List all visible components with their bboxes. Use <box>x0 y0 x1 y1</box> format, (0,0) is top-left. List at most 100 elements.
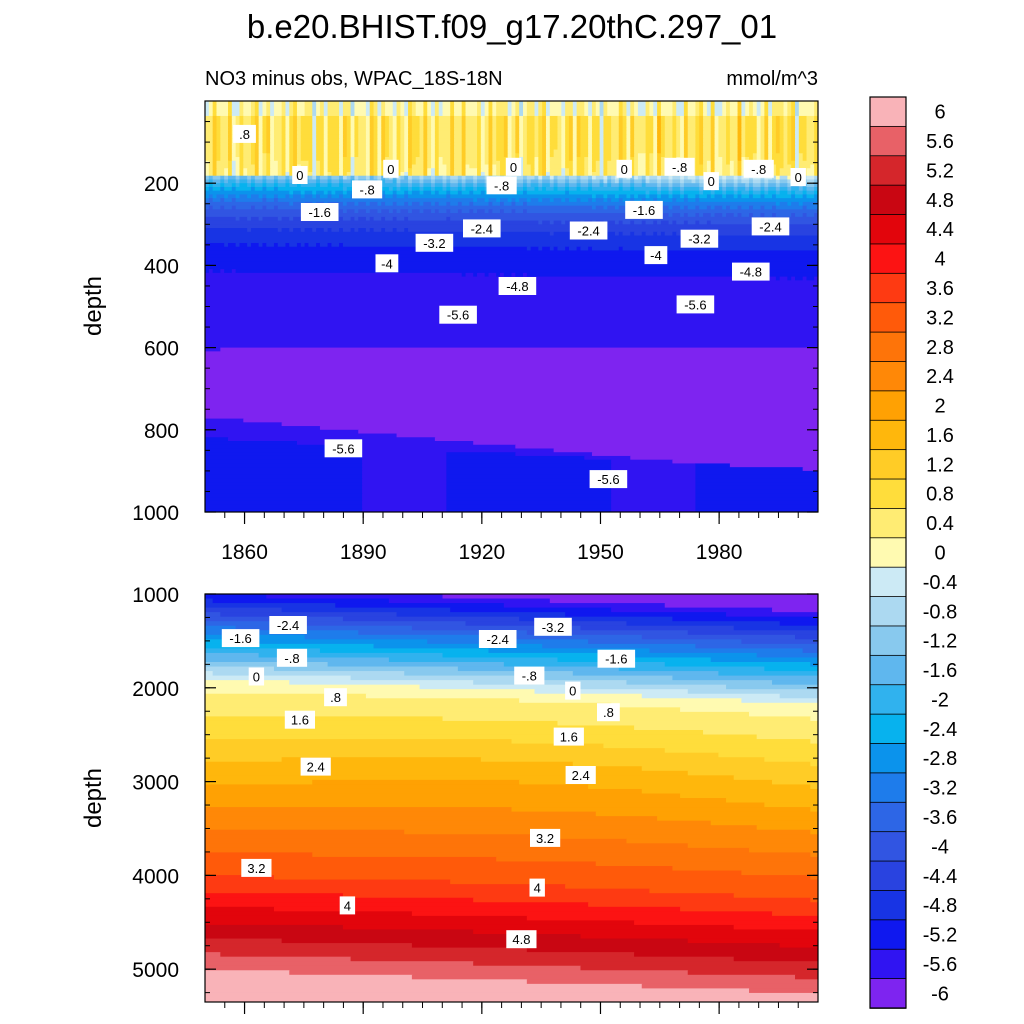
contour-fill-cell <box>396 216 405 222</box>
contour-fill-cell <box>622 134 628 139</box>
contour-fill-cell <box>484 142 490 147</box>
contour-fill-cell <box>205 716 444 722</box>
contour-fill-cell <box>243 119 252 125</box>
contour-fill-cell <box>273 127 283 132</box>
contour-fill-cell <box>534 175 539 181</box>
contour-fill-cell <box>358 127 367 132</box>
contour-fill-cell <box>247 179 252 184</box>
contour-fill-cell <box>446 201 451 207</box>
contour-fill-cell <box>400 179 409 184</box>
contour-fill-cell <box>377 164 382 169</box>
contour-fill-cell <box>362 508 447 512</box>
contour-fill-cell <box>258 153 264 158</box>
contour-fill-cell <box>411 160 417 166</box>
contour-fill-cell <box>795 213 804 218</box>
contour-fill-cell <box>775 123 781 128</box>
contour-fill-cell <box>572 138 578 143</box>
contour-fill-cell <box>795 134 800 139</box>
contour-fill-cell <box>699 104 704 110</box>
contour-fill-cell <box>496 104 509 110</box>
contour-fill-cell <box>710 142 716 147</box>
contour-fill-cell <box>473 186 478 192</box>
contour-fill-cell <box>806 157 815 162</box>
contour-fill-cell <box>534 142 539 147</box>
contour-fill-cell <box>687 138 696 143</box>
contour-fill-cell <box>365 142 371 147</box>
contour-fill-cell <box>683 153 689 158</box>
contour-fill-cell <box>561 153 566 158</box>
contour-fill-cell <box>316 104 321 110</box>
contour-fill-cell <box>745 153 754 158</box>
contour-fill-cell <box>235 168 241 173</box>
contour-fill-cell <box>699 134 704 139</box>
contour-fill-cell <box>205 648 321 654</box>
contour-fill-cell <box>362 452 447 457</box>
contour-fill-cell <box>783 157 788 162</box>
contour-fill-cell <box>519 108 524 113</box>
contour-fill-cell <box>611 478 696 483</box>
contour-fill-cell <box>584 157 589 162</box>
contour-fill-cell <box>718 123 727 128</box>
contour-fill-cell <box>400 138 405 143</box>
contour-fill-cell <box>511 127 516 132</box>
contour-fill-cell <box>205 793 681 799</box>
contour-fill-cell <box>484 134 490 139</box>
contour-fill-cell <box>365 157 371 162</box>
contour-label: 0 <box>383 159 399 178</box>
contour-fill-cell <box>205 711 750 717</box>
contour-fill-cell <box>565 186 570 192</box>
contour-fill-cell <box>339 115 344 121</box>
contour-fill-cell <box>630 127 635 132</box>
contour-fill-cell <box>423 138 428 143</box>
contour-fill-cell <box>733 625 818 631</box>
contour-fill-cell <box>381 115 386 121</box>
contour-fill-cell <box>434 115 440 121</box>
contour-fill-cell <box>205 157 214 162</box>
contour-fill-cell <box>599 115 605 121</box>
contour-fill-cell <box>496 127 505 132</box>
contour-fill-cell <box>695 497 818 502</box>
contour-fill-cell <box>798 127 808 132</box>
contour-fill-cell <box>787 138 792 143</box>
contour-fill-cell <box>714 138 719 143</box>
contour-fill-cell <box>595 112 601 117</box>
contour-fill-cell <box>442 716 811 722</box>
contour-fill-cell <box>630 183 635 188</box>
contour-label: 0 <box>565 681 581 700</box>
contour-fill-cell <box>419 130 424 136</box>
contour-fill-cell <box>396 138 401 143</box>
contour-fill-cell <box>434 179 444 184</box>
contour-fill-cell <box>342 112 352 117</box>
contour-fill-cell <box>377 142 382 147</box>
contour-fill-cell <box>289 142 294 147</box>
contour-fill-cell <box>220 347 818 352</box>
contour-fill-cell <box>634 115 647 121</box>
contour-fill-cell <box>703 157 712 162</box>
contour-fill-cell <box>408 101 413 106</box>
contour-fill-cell <box>431 130 436 136</box>
contour-fill-cell <box>710 205 716 210</box>
contour-fill-cell <box>595 108 601 113</box>
contour-fill-cell <box>465 153 478 158</box>
contour-fill-cell <box>316 142 325 147</box>
contour-fill-cell <box>293 130 298 136</box>
contour-fill-cell <box>408 190 413 196</box>
contour-fill-cell <box>626 119 631 125</box>
contour-fill-cell <box>205 829 405 835</box>
contour-fill-cell <box>545 101 551 106</box>
contour-fill-cell <box>354 228 359 233</box>
contour-fill-cell <box>465 142 478 147</box>
contour-label: .8 <box>597 703 620 722</box>
contour-fill-cell <box>522 104 528 110</box>
contour-fill-cell <box>427 101 432 106</box>
contour-fill-cell <box>699 157 704 162</box>
contour-fill-cell <box>411 119 421 125</box>
contour-fill-cell <box>522 153 528 158</box>
contour-fill-cell <box>695 153 700 158</box>
contour-fill-cell <box>503 138 509 143</box>
contour-fill-cell <box>212 112 218 117</box>
contour-fill-cell <box>205 675 352 681</box>
contour-fill-cell <box>695 194 700 199</box>
contour-fill-cell <box>446 470 612 476</box>
contour-fill-cell <box>446 190 451 196</box>
